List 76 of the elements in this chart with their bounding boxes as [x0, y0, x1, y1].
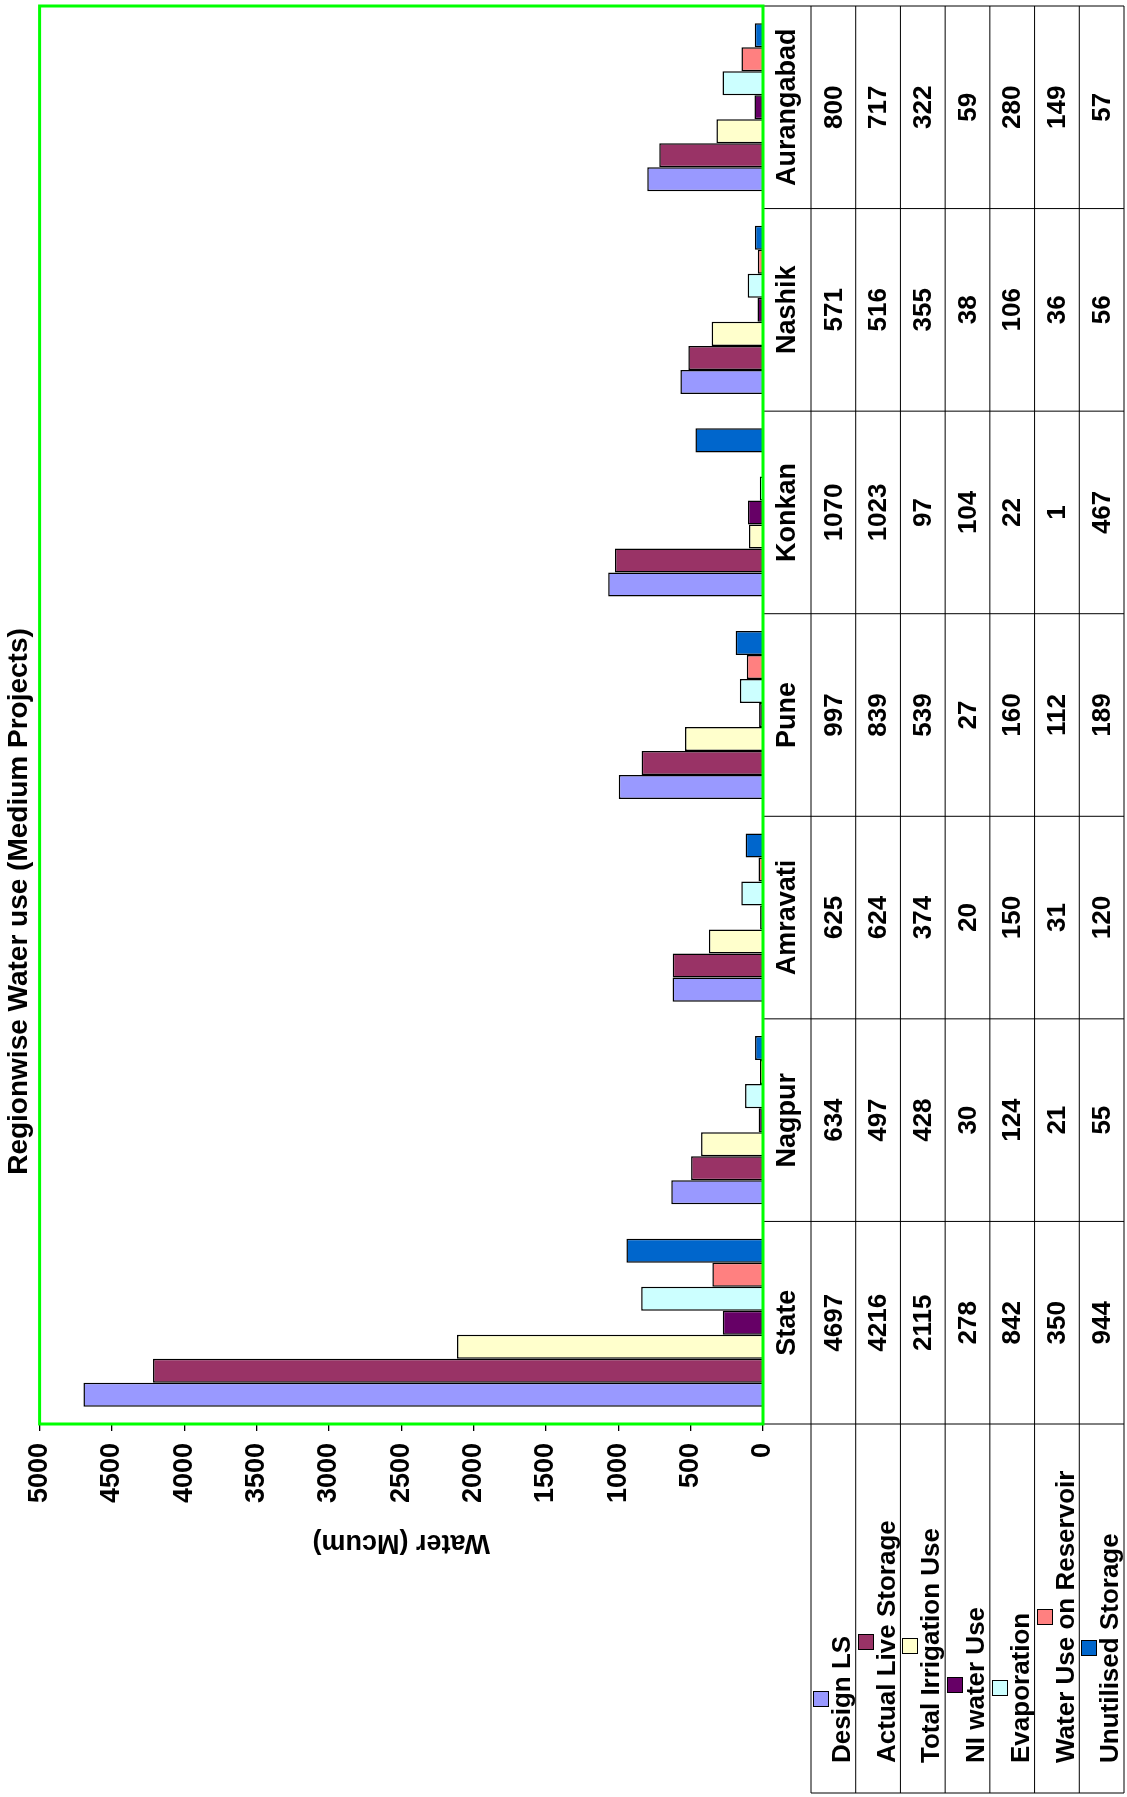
data-label: 355 [906, 288, 937, 332]
data-label: 497 [862, 1098, 893, 1142]
y-tick-label: State [771, 1289, 802, 1356]
data-label: 56 [1085, 295, 1116, 325]
data-label: 55 [1085, 1105, 1116, 1135]
data-label: 4216 [862, 1293, 893, 1352]
data-label: 36 [1041, 295, 1072, 325]
data-label: 800 [817, 85, 848, 129]
data-label: 516 [862, 288, 893, 332]
y-tick-label: Konkan [771, 462, 802, 562]
data-label: 97 [906, 497, 937, 527]
data-label: 625 [817, 895, 848, 940]
text: Regionwise Water use (Medium Projects) [1, 628, 33, 1175]
data-label: 112 [1041, 694, 1072, 736]
y-tick-label: Amravati [771, 859, 802, 976]
data-label: 27 [951, 700, 982, 730]
legend-label: Unutilised Storage [1094, 1533, 1125, 1763]
data-label: 160 [996, 693, 1027, 737]
x-tick-label: 1500 [529, 1443, 560, 1504]
y-tick-label: Pune [771, 681, 802, 749]
data-label: 842 [996, 1301, 1027, 1345]
data-label: 634 [817, 1097, 848, 1142]
data-label: 571 [817, 288, 848, 332]
data-label: 467 [1085, 490, 1116, 535]
data-label: 624 [862, 895, 893, 940]
data-label: 104 [951, 490, 982, 535]
data-label: 124 [996, 1097, 1027, 1142]
data-label: 57 [1085, 92, 1116, 122]
data-label: 717 [862, 85, 893, 129]
x-tick-label: 3500 [240, 1443, 271, 1504]
data-label: 150 [996, 895, 1027, 940]
x-tick-label: 2500 [384, 1443, 415, 1504]
data-label: 149 [1041, 85, 1072, 129]
x-tick-label: 2000 [457, 1443, 488, 1504]
data-label: 280 [996, 85, 1027, 129]
y-tick-label: Nashik [771, 264, 802, 355]
data-label: 4697 [817, 1293, 848, 1352]
data-label: 106 [996, 288, 1027, 332]
x-axis-title: Water (Mcum) [312, 1528, 491, 1559]
data-label: 539 [906, 693, 937, 737]
data-label: 374 [906, 895, 937, 940]
data-label: 2115 [906, 1294, 937, 1351]
legend-label: Water Use on Reservoir [1049, 1470, 1080, 1763]
data-label: 839 [862, 693, 893, 737]
data-label: 997 [817, 693, 848, 737]
x-tick-label: 4500 [95, 1443, 126, 1504]
data-label: 22 [996, 497, 1027, 527]
data-label: 20 [951, 903, 982, 933]
legend-label: Evaporation [1004, 1612, 1035, 1763]
data-label: 30 [951, 1105, 982, 1135]
y-tick-label: Aurangabad [771, 28, 802, 187]
y-tick-label: Nagpur [771, 1072, 802, 1168]
legend-label: Design LS [826, 1635, 856, 1763]
data-label: 31 [1041, 903, 1072, 933]
data-label: 1 [1041, 505, 1072, 520]
data-label: 1023 [862, 483, 893, 542]
x-tick-label: 5000 [23, 1443, 54, 1504]
data-label: 21 [1041, 1105, 1072, 1135]
legend-label: Actual Live Storage [870, 1520, 901, 1763]
data-label: 120 [1085, 895, 1116, 940]
data-label: 189 [1085, 693, 1116, 737]
data-label: 278 [951, 1301, 982, 1345]
data-label: 1070 [817, 483, 848, 542]
legend-label: Total Irrigation Use [915, 1528, 946, 1763]
data-label: 944 [1085, 1300, 1116, 1345]
x-tick-label: 3000 [312, 1443, 343, 1504]
x-tick-label: 4000 [167, 1443, 198, 1504]
data-label: 322 [906, 85, 937, 129]
x-tick-label: 500 [674, 1443, 705, 1489]
data-label: 59 [951, 92, 982, 122]
data-label: 428 [906, 1098, 937, 1142]
data-label: 350 [1041, 1301, 1072, 1345]
legend-label: NI water Use [960, 1606, 991, 1763]
x-tick-label: 1000 [601, 1443, 632, 1504]
x-tick-label: 0 [746, 1443, 777, 1459]
data-label: 38 [951, 295, 982, 325]
